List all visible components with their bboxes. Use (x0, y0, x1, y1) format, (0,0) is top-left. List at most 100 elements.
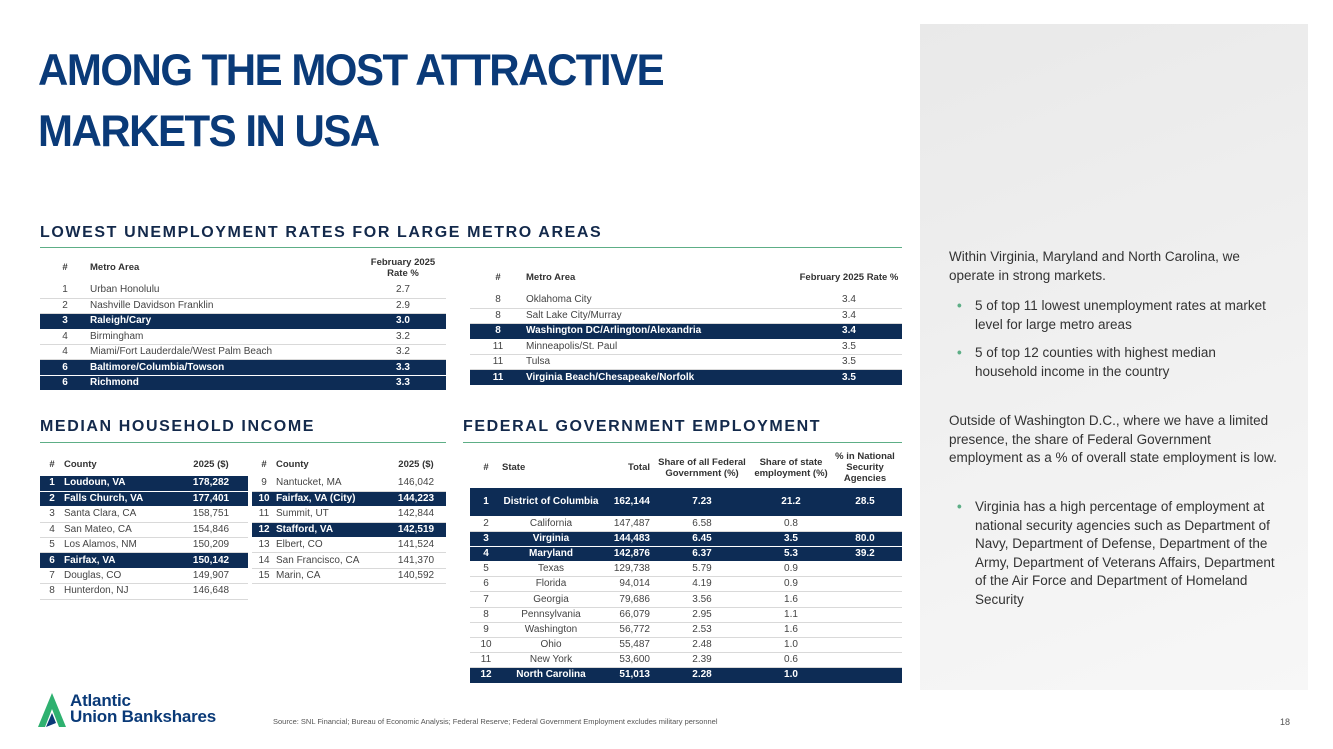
bullet-item: • 5 of top 12 counties with highest media… (957, 344, 1277, 381)
national-cell (828, 622, 902, 639)
rank-cell: 14 (252, 552, 276, 569)
rank-cell: 11 (252, 506, 276, 523)
page-number: 18 (1280, 717, 1291, 727)
value-cell: 142,844 (386, 506, 446, 523)
rate-cell: 3.3 (360, 359, 446, 376)
share-state-cell: 3.5 (754, 531, 828, 547)
share-state-cell: 0.9 (754, 576, 828, 593)
table-row: 5 Texas 129,738 5.79 0.9 (470, 561, 902, 578)
rank-cell: 6 (40, 375, 90, 392)
total-cell: 51,013 (600, 667, 650, 684)
share-fed-cell: 6.45 (650, 531, 754, 547)
federal-table: # State Total Share of all Federal Gover… (470, 447, 902, 684)
col-value: 2025 ($) (193, 458, 229, 470)
share-state-cell: 1.0 (754, 667, 828, 684)
county-cell: Marin, CA (276, 568, 386, 585)
col-share-state: Share of state employment (%) (754, 456, 828, 479)
rate-cell: 3.5 (796, 354, 902, 371)
rank-cell: 4 (470, 546, 502, 563)
col-metro: Metro Area (90, 262, 140, 273)
metro-cell: Miami/Fort Lauderdale/West Palm Beach (90, 344, 360, 361)
rank-cell: 11 (470, 339, 526, 356)
table-row: 2 Falls Church, VA 177,401 (40, 491, 248, 508)
federal-rows: 1 District of Columbia 162,144 7.23 21.2 28.5… (470, 488, 902, 684)
col-value: 2025 ($) (398, 458, 434, 470)
bullet-icon: • (957, 298, 962, 313)
rank-cell: 4 (40, 329, 90, 346)
bullet-text: Virginia has a high percentage of employ… (975, 499, 1275, 607)
national-cell: 80.0 (828, 531, 902, 547)
rank-cell: 3 (40, 313, 90, 330)
value-cell: 144,223 (386, 491, 446, 508)
share-fed-cell: 4.19 (650, 576, 754, 593)
bullet-item: • 5 of top 11 lowest unemployment rates a… (957, 297, 1277, 334)
title-line-1: AMONG THE MOST ATTRACTIVE (38, 45, 665, 95)
table-row: 4 Miami/Fort Lauderdale/West Palm Beach 3.… (40, 344, 446, 361)
value-cell: 140,592 (386, 568, 446, 585)
rate-cell: 3.2 (360, 329, 446, 346)
logo-mark-icon (38, 693, 66, 727)
national-cell: 39.2 (828, 546, 902, 563)
table-row: 10 Fairfax, VA (City) 144,223 (252, 491, 446, 508)
national-cell (828, 607, 902, 623)
rank-cell: 9 (470, 622, 502, 639)
county-cell: Falls Church, VA (64, 491, 174, 508)
rate-cell: 3.2 (360, 344, 446, 361)
income-heading: MEDIAN HOUSEHOLD INCOME (40, 418, 316, 435)
table-row: 7 Georgia 79,686 3.56 1.6 (470, 591, 902, 608)
unemployment-heading: LOWEST UNEMPLOYMENT RATES FOR LARGE METR… (40, 224, 603, 241)
table-row: 3 Santa Clara, CA 158,751 (40, 506, 248, 523)
rank-cell: 4 (40, 522, 64, 539)
logo-wordmark: Atlantic Union Bankshares (70, 692, 216, 725)
county-cell: Loudoun, VA (64, 476, 174, 492)
state-cell: Florida (502, 576, 600, 593)
county-cell: Nantucket, MA (276, 476, 386, 492)
share-state-cell: 1.1 (754, 607, 828, 623)
title-line-2: MARKETS IN USA (38, 106, 380, 156)
value-cell: 146,648 (174, 583, 248, 600)
col-rate: February 2025 Rate % (799, 272, 899, 283)
county-cell: San Mateo, CA (64, 522, 174, 539)
value-cell: 177,401 (174, 491, 248, 508)
county-cell: Santa Clara, CA (64, 506, 174, 523)
national-cell (828, 576, 902, 593)
table-row: 3 Raleigh/Cary 3.0 (40, 313, 446, 330)
share-state-cell: 0.8 (754, 516, 828, 532)
logo-mark-inner-icon (46, 713, 56, 727)
col-metro: Metro Area (526, 272, 576, 283)
share-state-cell: 21.2 (754, 488, 828, 517)
metro-cell: Virginia Beach/Chesapeake/Norfolk (526, 369, 796, 386)
county-cell: Stafford, VA (276, 522, 386, 539)
rank-cell: 5 (40, 537, 64, 554)
panel-intro: Within Virginia, Maryland and North Caro… (949, 249, 1240, 283)
bullet-icon: • (957, 345, 962, 361)
total-cell: 56,772 (600, 622, 650, 639)
rank-cell: 2 (470, 516, 502, 532)
rate-cell: 3.5 (796, 369, 902, 386)
federal-heading: FEDERAL GOVERNMENT EMPLOYMENT (463, 418, 822, 435)
col-rank: # (261, 458, 267, 470)
state-cell: New York (502, 652, 600, 669)
atlantic-union-logo (38, 693, 66, 727)
share-fed-cell: 2.95 (650, 607, 754, 623)
bullet-text: 5 of top 11 lowest unemployment rates at… (975, 298, 1266, 332)
income-left-rows: 1 Loudoun, VA 178,282 2 Falls Church, VA 177,… (40, 476, 248, 600)
table-row: 11 Minneapolis/St. Paul 3.5 (470, 339, 902, 356)
total-cell: 79,686 (600, 591, 650, 608)
rank-cell: 9 (252, 476, 276, 492)
national-cell: 28.5 (828, 488, 902, 517)
unemployment-table-left: # Metro Area February 2025 Rate % 1 Urban… (40, 252, 446, 392)
federal-rule (463, 442, 902, 443)
rank-cell: 15 (252, 568, 276, 585)
panel-bullets-2: • Virginia has a high percentage of emplo… (957, 498, 1277, 620)
table-row: 10 Ohio 55,487 2.48 1.0 (470, 637, 902, 654)
bullet-icon: • (957, 499, 962, 514)
rank-cell: 12 (470, 667, 502, 684)
county-cell: Fairfax, VA (City) (276, 491, 386, 508)
share-fed-cell: 3.56 (650, 591, 754, 608)
col-rank: # (495, 272, 501, 283)
metro-cell: Nashville Davidson Franklin (90, 298, 360, 315)
table-row: 8 Salt Lake City/Murray 3.4 (470, 308, 902, 325)
income-table-left: # County 2025 ($) 1 Loudoun, VA 178,282 2 Fa… (40, 452, 248, 600)
rank-cell: 1 (40, 283, 90, 299)
